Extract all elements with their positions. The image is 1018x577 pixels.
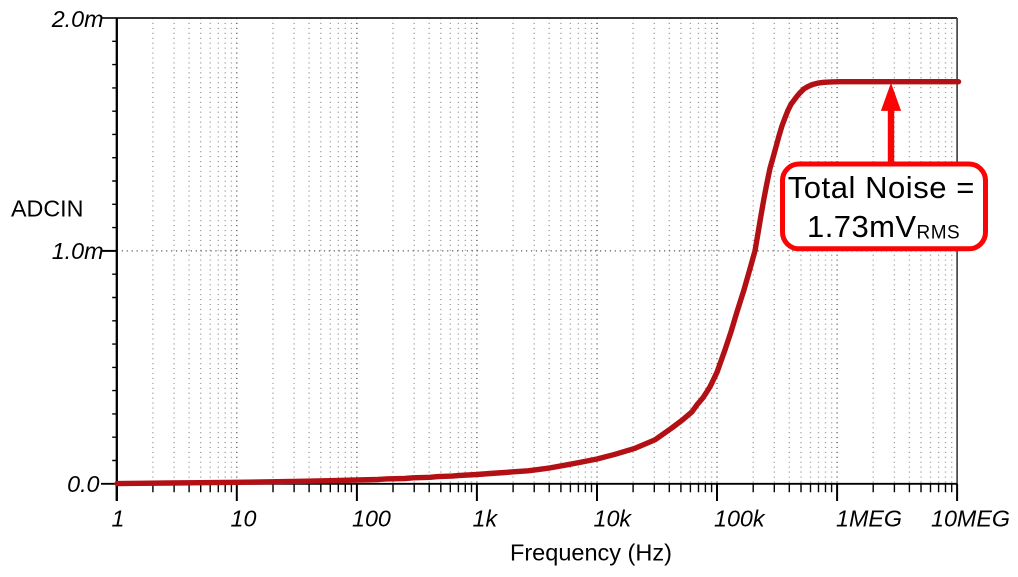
svg-text:1MEG: 1MEG	[836, 505, 902, 531]
svg-text:10k: 10k	[594, 505, 633, 531]
svg-text:1k: 1k	[473, 505, 499, 531]
svg-text:10: 10	[231, 505, 257, 531]
svg-text:1: 1	[112, 505, 125, 531]
svg-text:ADCIN: ADCIN	[11, 196, 83, 222]
svg-text:Frequency (Hz): Frequency (Hz)	[510, 539, 672, 565]
svg-text:100k: 100k	[714, 505, 766, 531]
svg-text:100: 100	[352, 505, 391, 531]
svg-text:Total Noise =: Total Noise =	[788, 170, 975, 205]
svg-text:2.0m: 2.0m	[51, 6, 104, 32]
svg-text:1.0m: 1.0m	[52, 238, 104, 264]
svg-text:0.0: 0.0	[67, 471, 99, 497]
svg-text:10MEG: 10MEG	[931, 505, 1010, 531]
